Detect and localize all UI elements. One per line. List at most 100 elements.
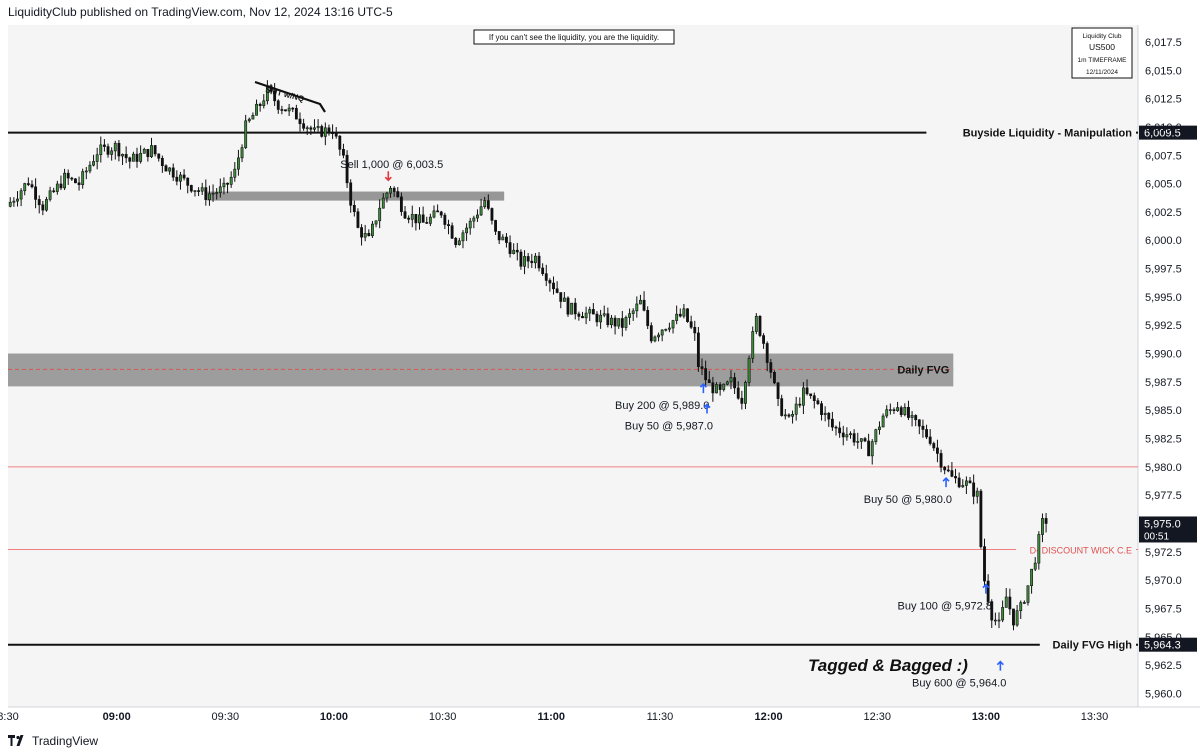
time-axis[interactable]: 8:30 09:00 09:30 10:00 10:30 11:00 11:30 12:00 1… [0,711,1108,723]
candle [247,117,251,123]
publisher-line: LiquidityClub published on TradingView.c… [8,5,393,19]
candle [117,140,121,162]
candle [903,403,907,417]
candle [660,329,664,342]
candle [182,169,186,181]
candle [12,197,16,207]
candle [121,153,124,166]
buyside-liquidity-line-label: Buyside Liquidity - Manipulation [963,128,1133,140]
candle [200,182,204,195]
candle [744,380,747,410]
candle [925,424,928,440]
candle [193,190,197,197]
candle [801,382,805,415]
candle [483,196,487,209]
candle [345,150,349,188]
candle [381,193,385,209]
daily-fvg-high-line-label: Daily FVG High [1053,640,1133,652]
quote-box: If you can't see the liquidity, you are … [473,29,675,45]
candle [910,411,914,427]
candle [77,176,81,191]
candle [338,134,342,156]
candle [52,187,56,193]
current-price-tag [1139,516,1197,543]
y-tick-label: 5,997.5 [1145,264,1182,276]
x-tick-label: 8:30 [0,711,19,723]
trade-label: Sell 1,000 @ 6,003.5 [340,159,443,171]
info-box: Liquidity Club US500 1m TIMEFRAME 12/11/202… [1071,27,1133,79]
candle [769,358,773,379]
candle [284,109,287,112]
candle [613,315,617,335]
candle [537,252,541,272]
candle [964,476,968,495]
candle [794,396,798,421]
candle [63,168,66,191]
candle [979,489,983,549]
candle [226,182,229,194]
trades-layer: Sell 1,000 @ 6,003.5 Buy 200 @ 5,989.0 Buy… [340,159,1006,689]
trade-label: Buy 50 @ 5,980.0 [864,494,952,506]
candle [990,599,994,628]
candle [19,188,23,207]
candle [595,311,599,327]
candle [45,196,48,212]
y-tick-label: 6,010.0 [1145,122,1182,134]
candle [1037,531,1041,570]
x-tick-label: 09:00 [103,711,131,723]
candle [1022,600,1026,605]
discount-wick-ce-line-label: D- DISCOUNT WICK C.E [1030,546,1132,556]
candle [852,429,856,446]
candle [59,175,63,191]
countdown-label: 00:51 [1144,531,1169,542]
candle [863,436,867,443]
candle [501,234,505,241]
candle [92,154,95,167]
candle [776,382,780,407]
candle [740,390,744,410]
candle [896,401,900,412]
candle [457,237,461,246]
candle [352,200,356,217]
candle [816,398,820,406]
y-tick-label: 5,992.5 [1145,320,1182,332]
buy-50-b-marker: Buy 50 @ 5,980.0 [864,477,952,506]
candle [747,355,751,387]
y-tick-label: 5,962.5 [1145,660,1182,672]
candle [707,370,711,383]
candle [751,326,755,363]
candle [573,298,577,320]
candle [439,210,443,219]
candle [885,405,889,419]
candle [718,381,722,396]
candle [646,306,650,330]
candle [95,147,99,170]
buy-arrow-icon [703,403,711,414]
candle [928,429,932,446]
candle [26,177,30,187]
zones-layer: Daily FVG [8,191,954,387]
candle [809,393,813,399]
buy-200-marker: Buy 200 @ 5,989.0 [615,382,709,412]
candle [559,292,563,309]
buy-50-a-marker: Buy 50 @ 5,987.0 [625,403,713,433]
candle [762,333,766,349]
candle [334,127,338,139]
candle [649,322,653,344]
candle [729,370,733,390]
candle [229,171,233,188]
buy-arrow-icon [942,477,950,488]
sell-1000-marker: Sell 1,000 @ 6,003.5 [340,159,443,182]
daily-fvg-zone [8,353,954,387]
candle [124,146,128,164]
candle [197,187,201,197]
supply-zone [207,191,505,201]
candle [276,99,280,114]
price-axis[interactable]: 6,009.5 5,964.3 5,960.0 5,962.5 5,965.0 5,967… [1139,37,1197,700]
candle [617,318,621,329]
candle [508,235,512,258]
candle [1001,600,1005,623]
candle [454,236,458,248]
candle [570,302,574,315]
